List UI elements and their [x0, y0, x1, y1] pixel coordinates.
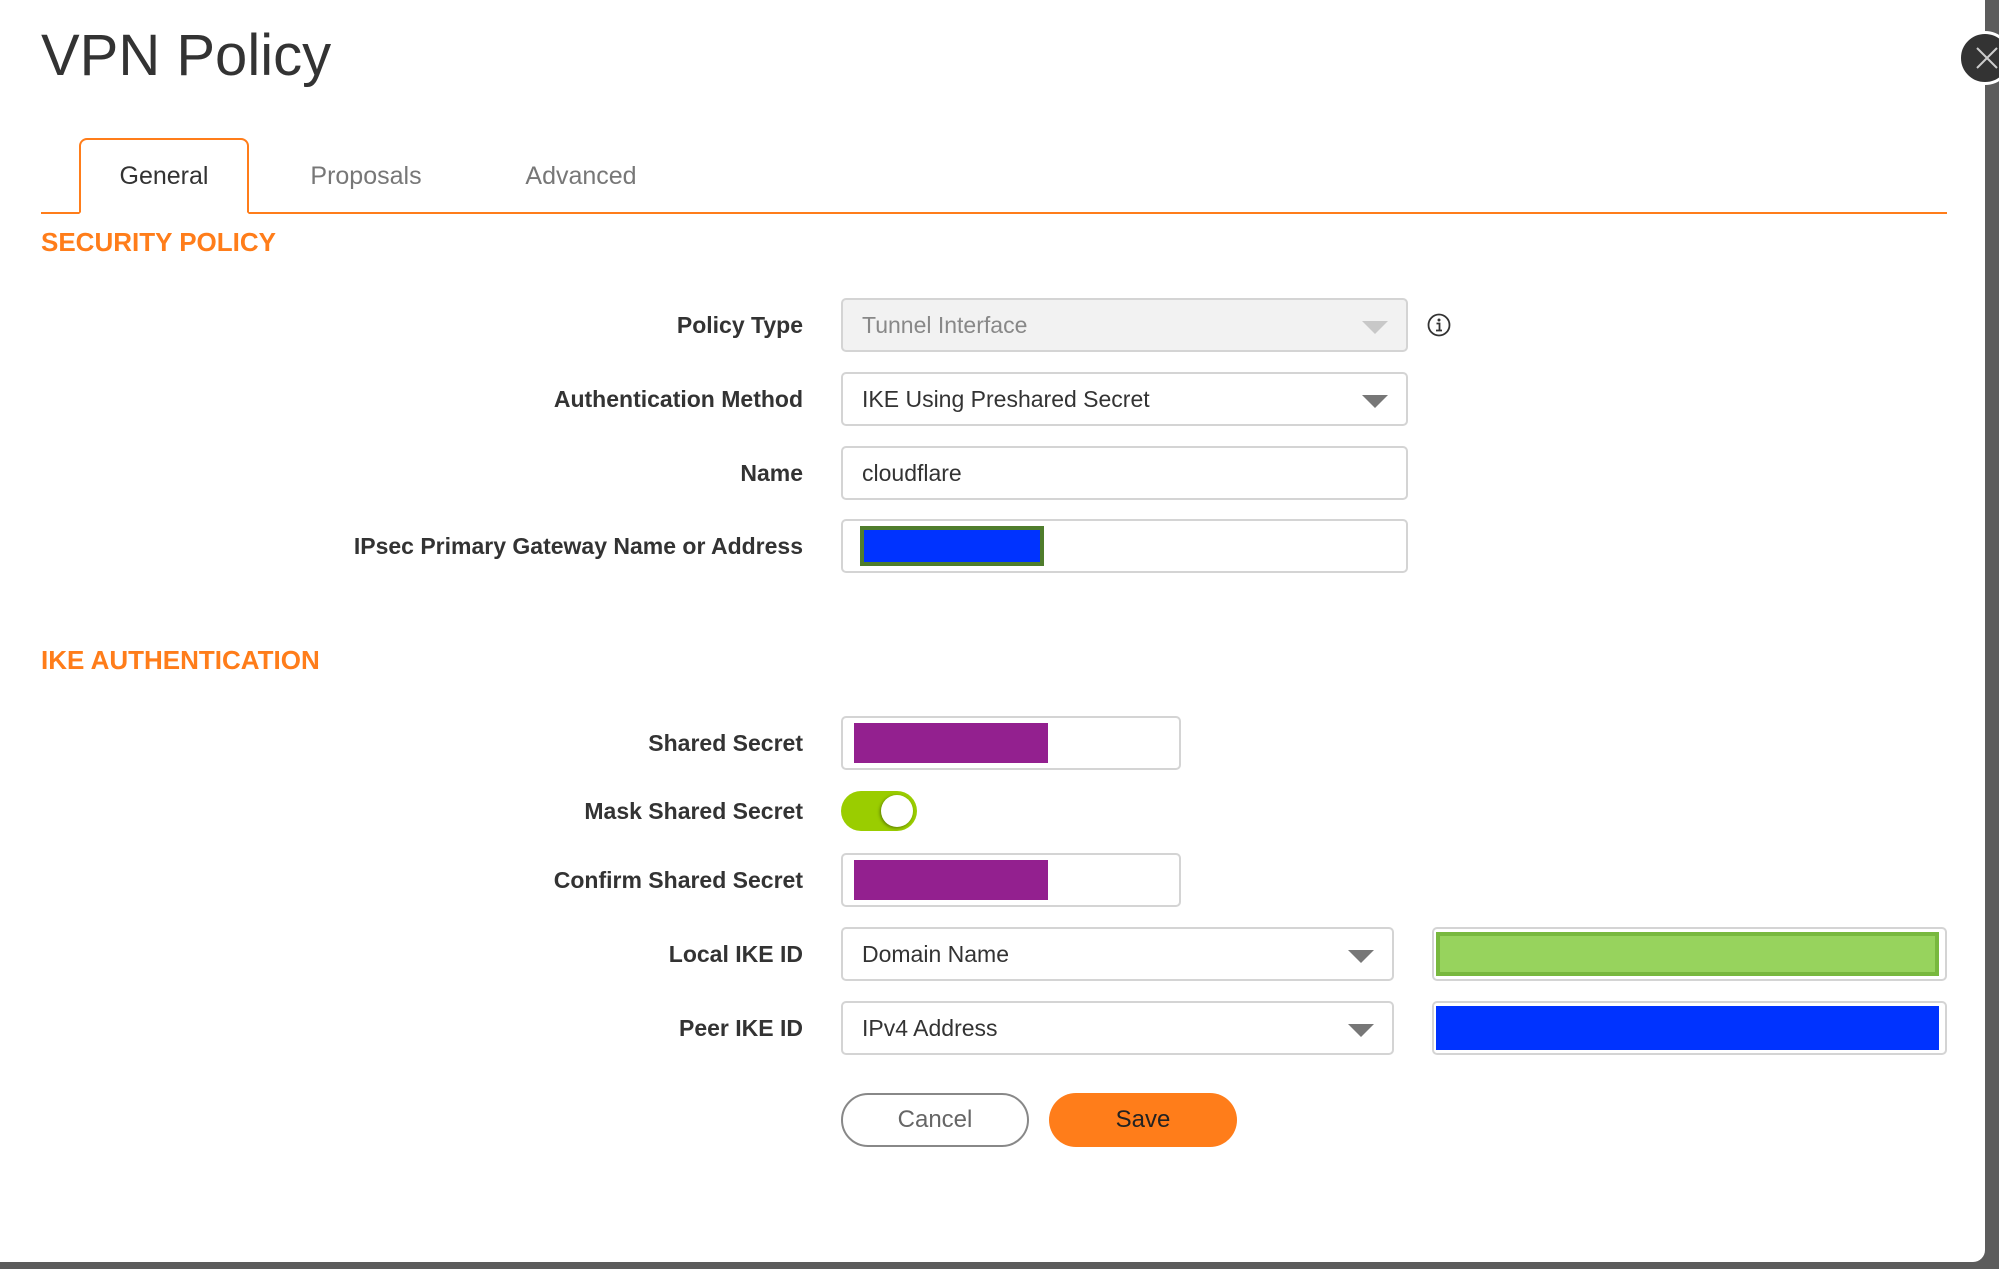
- section-ike-authentication: IKE AUTHENTICATION: [41, 645, 320, 675]
- confirm-shared-secret-input[interactable]: [841, 853, 1181, 907]
- name-value: cloudflare: [862, 459, 962, 486]
- section-security-policy: SECURITY POLICY: [41, 227, 277, 257]
- tab-advanced[interactable]: Advanced: [525, 161, 637, 190]
- redacted-value: [1436, 932, 1939, 976]
- page-title: VPN Policy: [41, 23, 332, 88]
- chevron-down-icon: [1348, 950, 1374, 963]
- auth-method-select[interactable]: IKE Using Preshared Secret: [841, 372, 1408, 426]
- mask-shared-secret-toggle[interactable]: [841, 791, 917, 831]
- auth-method-value: IKE Using Preshared Secret: [862, 385, 1150, 412]
- redacted-value: [860, 526, 1044, 566]
- peer-ike-id-value: IPv4 Address: [862, 1014, 998, 1041]
- toggle-knob: [881, 795, 913, 827]
- peer-ike-id-label: Peer IKE ID: [679, 1015, 803, 1041]
- local-ike-id-input[interactable]: [1432, 927, 1947, 981]
- gateway-input[interactable]: [841, 519, 1408, 573]
- policy-type-label: Policy Type: [676, 312, 803, 338]
- peer-ike-id-input[interactable]: [1432, 1001, 1947, 1055]
- close-icon: [1976, 47, 1998, 69]
- policy-type-select[interactable]: Tunnel Interface: [841, 298, 1408, 352]
- policy-type-value: Tunnel Interface: [862, 311, 1028, 338]
- tab-general[interactable]: General: [79, 138, 249, 214]
- peer-ike-id-select[interactable]: IPv4 Address: [841, 1001, 1394, 1055]
- shared-secret-input[interactable]: [841, 716, 1181, 770]
- gateway-label: IPsec Primary Gateway Name or Address: [353, 533, 803, 559]
- close-button[interactable]: [1958, 31, 1999, 85]
- auth-method-label: Authentication Method: [553, 386, 803, 412]
- local-ike-id-value: Domain Name: [862, 940, 1009, 967]
- name-input[interactable]: cloudflare: [841, 446, 1408, 500]
- name-label: Name: [740, 460, 803, 486]
- chevron-down-icon: [1362, 321, 1388, 334]
- local-ike-id-select[interactable]: Domain Name: [841, 927, 1394, 981]
- local-ike-id-label: Local IKE ID: [668, 941, 803, 967]
- chevron-down-icon: [1362, 395, 1388, 408]
- tab-proposals[interactable]: Proposals: [310, 161, 422, 190]
- redacted-value: [854, 723, 1048, 763]
- info-icon[interactable]: [1427, 313, 1451, 337]
- cancel-button[interactable]: Cancel: [841, 1093, 1029, 1147]
- save-button[interactable]: Save: [1049, 1093, 1237, 1147]
- redacted-value: [854, 860, 1048, 900]
- chevron-down-icon: [1348, 1024, 1374, 1037]
- tab-divider: [41, 212, 1947, 214]
- redacted-value: [1436, 1006, 1939, 1050]
- confirm-shared-secret-label: Confirm Shared Secret: [553, 867, 803, 893]
- shared-secret-label: Shared Secret: [648, 730, 803, 756]
- mask-shared-secret-label: Mask Shared Secret: [584, 798, 803, 824]
